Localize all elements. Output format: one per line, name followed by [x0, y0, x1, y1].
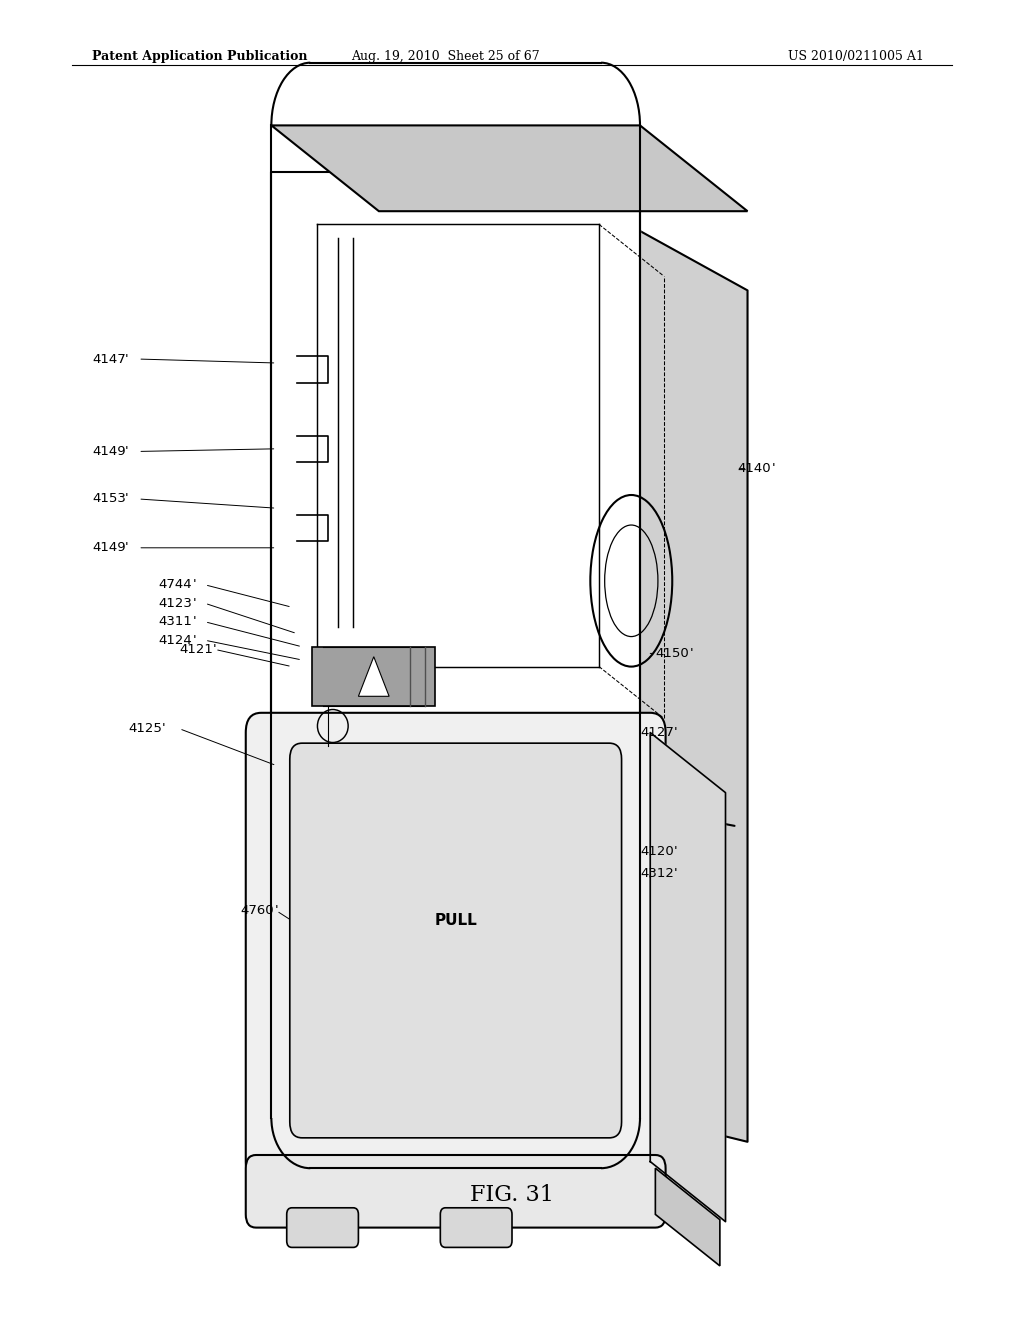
FancyBboxPatch shape — [440, 1208, 512, 1247]
Text: 4110: 4110 — [476, 156, 510, 169]
Text: ': ' — [566, 950, 570, 964]
Text: ': ' — [772, 462, 776, 475]
FancyBboxPatch shape — [246, 713, 666, 1181]
Text: 4125: 4125 — [128, 722, 162, 735]
Text: 4149: 4149 — [92, 445, 126, 458]
Text: ': ' — [193, 634, 197, 647]
Text: 4744: 4744 — [159, 578, 193, 591]
Text: ': ' — [193, 597, 197, 610]
Text: ': ' — [193, 615, 197, 628]
Text: PULL: PULL — [434, 913, 477, 928]
Text: 4311: 4311 — [159, 615, 193, 628]
Text: Patent Application Publication: Patent Application Publication — [92, 50, 307, 63]
Polygon shape — [655, 1168, 720, 1266]
Text: 4760: 4760 — [241, 904, 274, 917]
Polygon shape — [640, 231, 748, 1142]
Text: 4112: 4112 — [330, 148, 364, 161]
Text: 4147: 4147 — [92, 352, 126, 366]
Text: 4140: 4140 — [737, 462, 771, 475]
Text: ': ' — [274, 904, 279, 917]
FancyBboxPatch shape — [246, 1155, 666, 1228]
Text: 4741: 4741 — [364, 950, 397, 964]
Text: US 2010/0211005 A1: US 2010/0211005 A1 — [788, 50, 925, 63]
Text: ': ' — [674, 845, 678, 858]
Polygon shape — [271, 125, 748, 211]
Text: ': ' — [193, 578, 197, 591]
Text: 4120: 4120 — [640, 845, 674, 858]
Text: ': ' — [162, 722, 166, 735]
Text: ': ' — [213, 643, 217, 656]
Text: 4700: 4700 — [445, 990, 479, 1003]
Text: 4121: 4121 — [179, 643, 213, 656]
Polygon shape — [312, 647, 435, 706]
Text: ': ' — [365, 148, 369, 161]
Text: Aug. 19, 2010  Sheet 25 of 67: Aug. 19, 2010 Sheet 25 of 67 — [351, 50, 540, 63]
Polygon shape — [358, 656, 389, 697]
Text: ': ' — [509, 156, 513, 169]
Text: ': ' — [125, 492, 129, 506]
Text: 4123: 4123 — [159, 597, 193, 610]
Text: ': ' — [674, 726, 678, 739]
FancyBboxPatch shape — [290, 743, 622, 1138]
Polygon shape — [271, 172, 640, 1168]
Text: ': ' — [125, 541, 129, 554]
Text: ': ' — [125, 352, 129, 366]
Text: ': ' — [674, 867, 678, 880]
Text: ': ' — [479, 990, 483, 1003]
Text: ': ' — [690, 647, 694, 660]
Text: 4312: 4312 — [640, 867, 674, 880]
Text: ': ' — [397, 950, 401, 964]
Text: 4124: 4124 — [159, 634, 193, 647]
Text: 4153: 4153 — [92, 492, 126, 506]
Text: FIG. 31: FIG. 31 — [470, 1184, 554, 1205]
Text: 4149: 4149 — [92, 541, 126, 554]
Text: ': ' — [125, 445, 129, 458]
Text: 4300: 4300 — [532, 950, 566, 964]
Polygon shape — [650, 733, 725, 1222]
Text: 4150: 4150 — [655, 647, 689, 660]
Text: 4127: 4127 — [640, 726, 674, 739]
FancyBboxPatch shape — [287, 1208, 358, 1247]
